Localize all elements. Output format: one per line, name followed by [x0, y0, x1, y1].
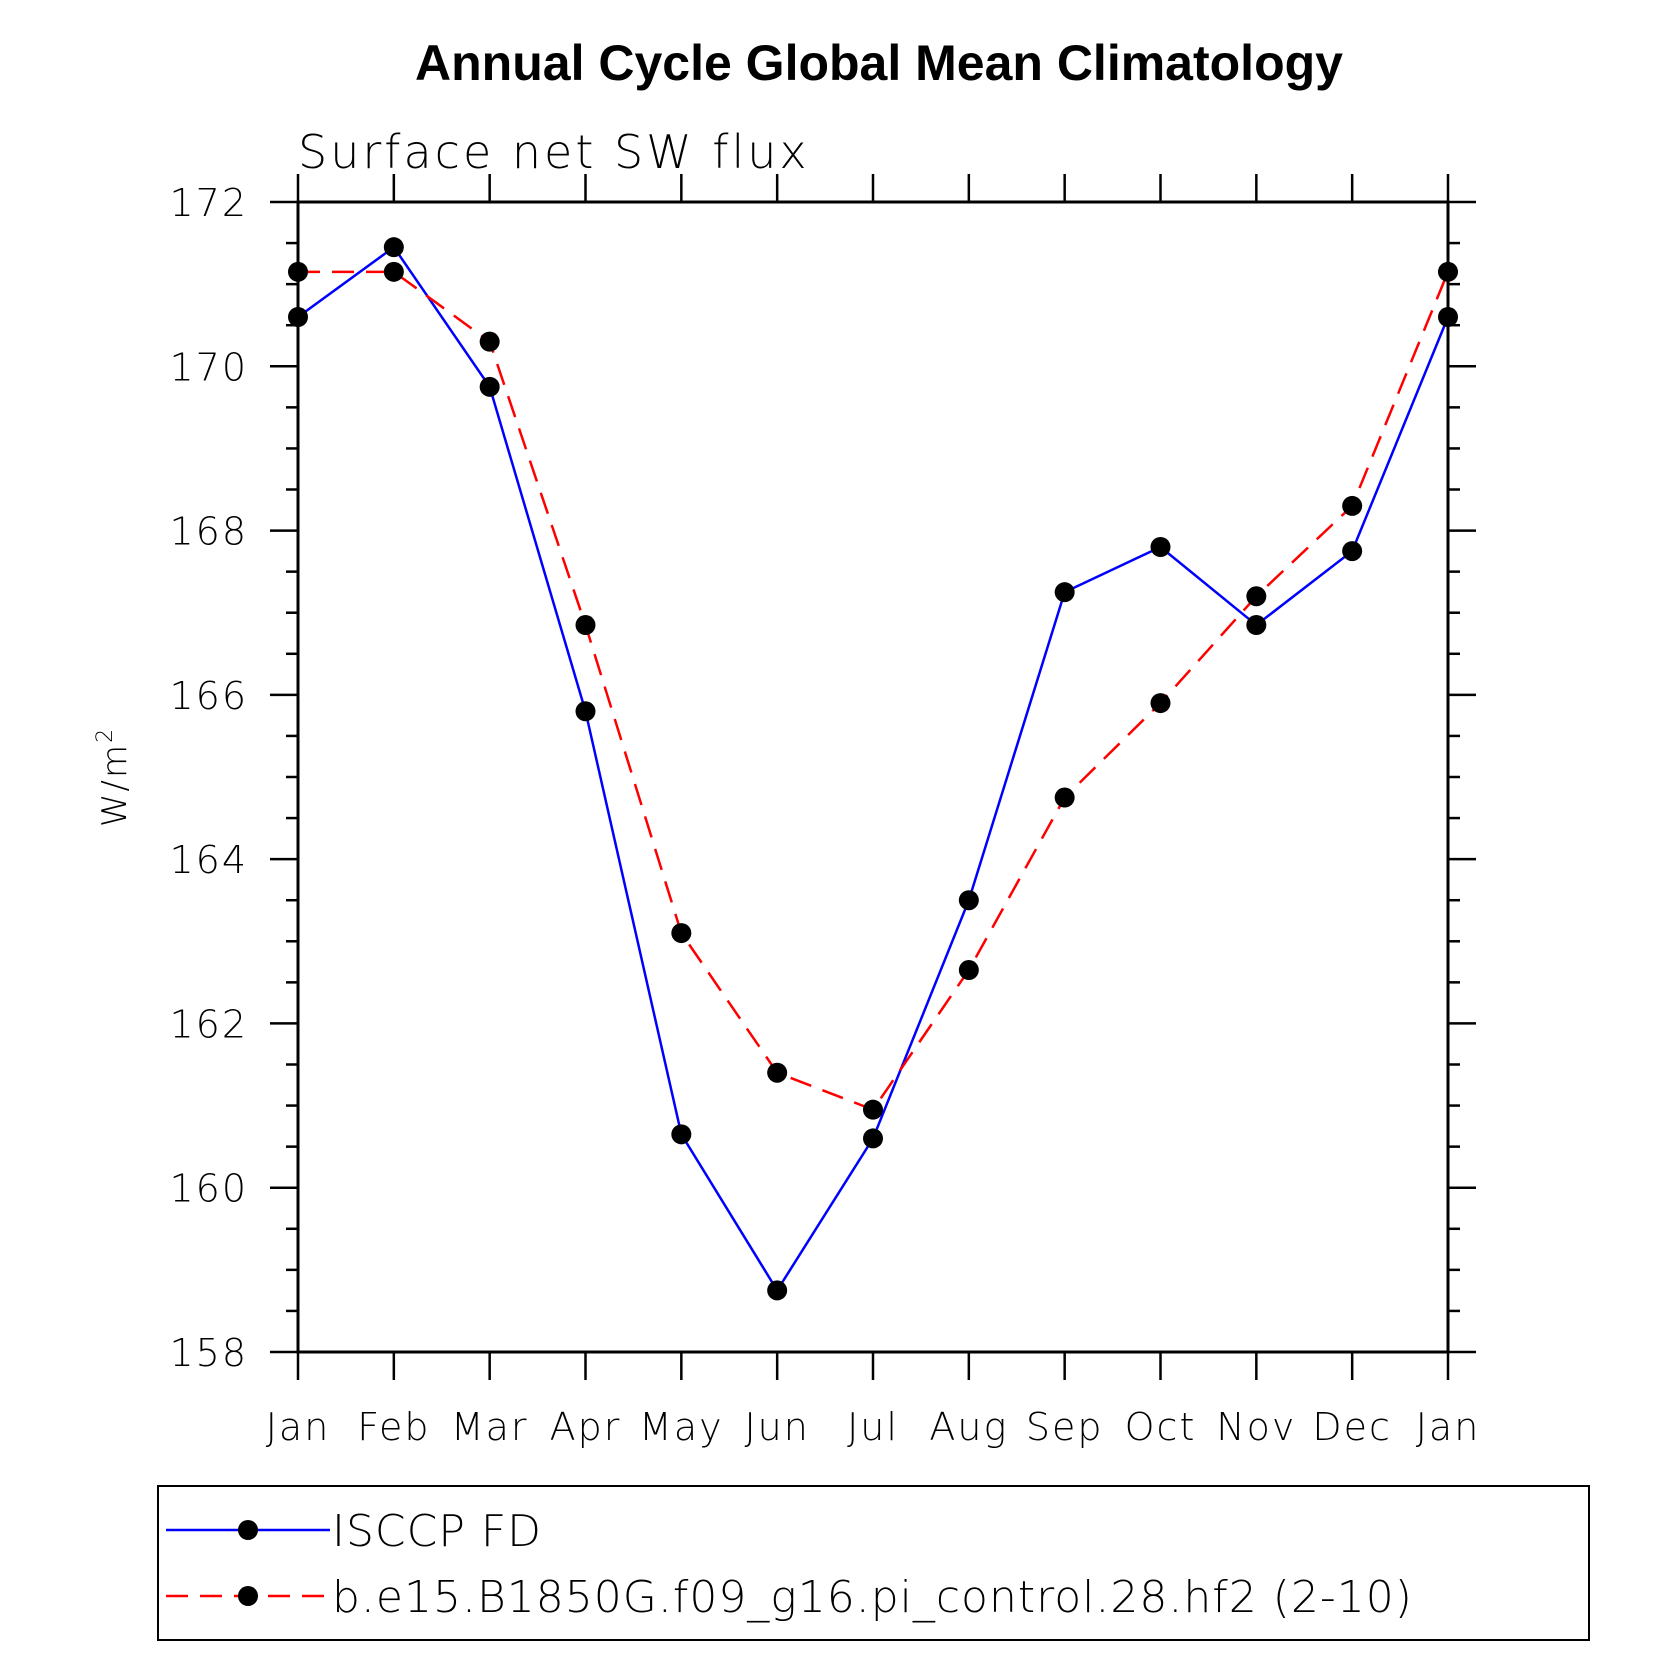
- data-point-series-2: [383, 261, 404, 282]
- data-point-series-2: [1054, 787, 1075, 808]
- plot-frame: [296, 200, 1450, 1354]
- y-tick-label: 160: [169, 1167, 248, 1211]
- data-point-series-2: [479, 331, 500, 352]
- series-line-2: [298, 270, 1450, 1112]
- data-point-series-1: [863, 1128, 883, 1149]
- legend-marker-series-2: [238, 1586, 258, 1606]
- chart-title: Annual Cycle Global Mean Climatology: [415, 35, 1343, 91]
- data-point-series-2: [1246, 586, 1267, 607]
- x-tick-label: Nov: [1216, 1405, 1296, 1449]
- x-tick-label: Aug: [929, 1405, 1008, 1449]
- series-markers: [288, 237, 1458, 1301]
- y-axis-label-text: W/m: [95, 743, 135, 827]
- data-point-series-2: [958, 960, 979, 981]
- y-tick-label: 168: [169, 510, 248, 554]
- data-point-series-2: [767, 1062, 788, 1083]
- x-tick-label: Mar: [451, 1405, 529, 1449]
- x-tick-label: Apr: [550, 1405, 622, 1449]
- legend-box: [157, 1485, 1590, 1641]
- y-tick-label: 166: [169, 674, 248, 718]
- data-point-series-1: [767, 1280, 788, 1301]
- data-point-series-2: [671, 923, 692, 944]
- axis-ticks: [270, 174, 1476, 1380]
- data-point-series-2: [863, 1099, 883, 1120]
- data-point-series-1: [1150, 537, 1171, 557]
- data-point-series-1: [1246, 615, 1267, 636]
- data-point-series-2: [1150, 693, 1171, 714]
- x-tick-label: May: [639, 1405, 724, 1449]
- chart-subtitle: Surface net SW flux: [298, 125, 810, 179]
- y-tick-label: 164: [169, 838, 248, 882]
- x-tick-labels: Jan Feb Mar Apr May Jun Jul Aug Sep Oct Nov Dec Jan: [266, 1405, 1481, 1449]
- legend-marker-series-1: [238, 1520, 258, 1540]
- data-point-series-1: [671, 1124, 692, 1145]
- data-point-series-1: [1342, 541, 1363, 562]
- data-point-series-2: [575, 615, 596, 636]
- x-tick-label: Jan: [266, 1405, 331, 1449]
- legend-label-series-1: ISCCP FD: [332, 1506, 542, 1557]
- y-tick-label: 170: [169, 345, 248, 389]
- data-point-series-1: [958, 890, 979, 911]
- y-axis-label-superscript: 2: [93, 727, 118, 743]
- x-tick-label: Jul: [847, 1405, 899, 1449]
- data-point-series-1: [479, 376, 500, 397]
- y-tick-label: 172: [169, 181, 248, 225]
- data-point-series-2: [1342, 495, 1363, 516]
- legend-label-series-2: b.e15.B1850G.f09_g16.pi_control.28.hf2 (…: [332, 1572, 1413, 1623]
- legend: ISCCP FD b.e15.B1850G.f09_g16.pi_control…: [157, 1485, 1590, 1641]
- x-tick-label: Jan: [1416, 1405, 1481, 1449]
- data-point-series-1: [383, 237, 404, 258]
- x-tick-label: Dec: [1312, 1405, 1392, 1449]
- y-axis-label: W/m2: [93, 727, 135, 827]
- y-tick-label: 162: [169, 1002, 248, 1046]
- x-tick-label: Sep: [1026, 1405, 1104, 1449]
- x-tick-label: Feb: [357, 1405, 430, 1449]
- x-tick-label: Oct: [1125, 1405, 1197, 1449]
- y-tick-labels: 158 160 162 164 166 168 170 172: [169, 181, 248, 1375]
- data-point-series-1: [575, 701, 596, 722]
- data-point-series-1: [1054, 582, 1075, 603]
- y-tick-label: 158: [169, 1331, 248, 1375]
- x-tick-label: Jun: [744, 1405, 809, 1449]
